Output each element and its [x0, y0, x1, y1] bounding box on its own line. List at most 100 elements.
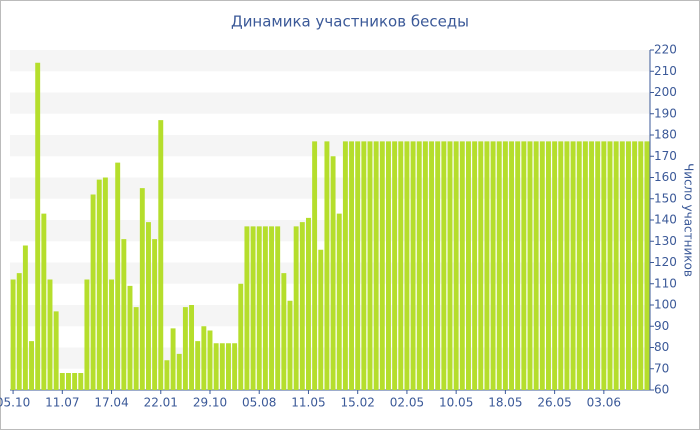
bar	[53, 311, 59, 390]
y-tick-label: 130	[654, 234, 677, 248]
bar	[632, 141, 638, 390]
bar	[133, 307, 139, 390]
bar	[287, 300, 293, 390]
bar	[533, 141, 539, 390]
y-tick-label: 100	[654, 298, 677, 312]
x-tick-label: 03.06	[587, 396, 621, 410]
bar	[441, 141, 447, 390]
bar	[244, 226, 250, 390]
bar	[601, 141, 607, 390]
x-tick-label: 11.05	[291, 396, 325, 410]
bar	[312, 141, 318, 390]
bar	[447, 141, 453, 390]
bar	[429, 141, 434, 390]
bar	[564, 141, 570, 390]
bar	[109, 279, 114, 390]
x-tick-label: 02.05	[390, 396, 424, 410]
x-tick-label: 10.05	[439, 396, 473, 410]
bar	[256, 226, 262, 390]
bar	[349, 141, 354, 390]
bar	[22, 245, 28, 390]
bar	[158, 120, 164, 390]
y-tick-label: 210	[654, 64, 677, 78]
bar	[164, 360, 170, 390]
bar	[269, 226, 274, 390]
bar	[435, 141, 441, 390]
y-axis-label: Число участников	[682, 163, 696, 277]
bar	[207, 330, 213, 390]
grid-band	[10, 262, 650, 284]
x-tick-label: 22.01	[144, 396, 178, 410]
bar	[170, 328, 176, 390]
x-tick-label: 11.07	[45, 396, 79, 410]
bar	[342, 141, 348, 390]
bar	[152, 239, 158, 390]
bar	[238, 283, 244, 390]
bar	[466, 141, 471, 390]
bar	[379, 141, 385, 390]
bar	[361, 141, 367, 390]
bar	[484, 141, 490, 390]
y-tick-label: 60	[654, 383, 669, 397]
bar	[41, 213, 47, 390]
x-tick-label: 15.02	[341, 396, 375, 410]
bar	[250, 226, 256, 390]
grid-band	[10, 220, 650, 242]
bar	[607, 141, 613, 390]
bar	[146, 222, 151, 390]
y-tick-label: 170	[654, 149, 677, 163]
bar	[293, 226, 299, 390]
bar	[367, 141, 373, 390]
bar	[90, 194, 96, 390]
bar	[644, 141, 650, 390]
bar	[182, 307, 188, 390]
grid-band	[10, 177, 650, 199]
y-tick-label: 140	[654, 213, 677, 227]
bar	[330, 156, 336, 390]
bar	[35, 62, 41, 390]
bar	[318, 249, 324, 390]
bar	[226, 343, 231, 390]
bar	[472, 141, 478, 390]
bar	[404, 141, 410, 390]
bar	[478, 141, 484, 390]
bar	[102, 177, 108, 390]
bar	[619, 141, 625, 390]
bar	[638, 141, 644, 390]
bar	[96, 179, 102, 390]
bar	[582, 141, 588, 390]
bar	[490, 141, 496, 390]
bar	[515, 141, 521, 390]
bar	[570, 141, 576, 390]
bar	[72, 373, 78, 390]
bar	[262, 226, 268, 390]
bar	[509, 141, 514, 390]
grid-band	[10, 50, 650, 72]
bar	[299, 222, 305, 390]
bar	[539, 141, 545, 390]
bar	[355, 141, 361, 390]
chart-title: Динамика участников беседы	[231, 13, 469, 31]
grid-band	[10, 347, 650, 369]
y-tick-label: 180	[654, 128, 677, 142]
bar	[496, 141, 502, 390]
bar	[115, 162, 121, 390]
bar	[121, 239, 127, 390]
bar	[10, 279, 16, 390]
grid-band	[10, 135, 650, 157]
bar	[613, 141, 619, 390]
y-tick-label: 160	[654, 170, 677, 184]
bar	[66, 373, 71, 390]
bar	[16, 273, 22, 390]
x-tick-label: 29.10	[193, 396, 227, 410]
bar	[558, 141, 564, 390]
bar	[281, 273, 287, 390]
bar	[189, 305, 194, 390]
x-tick-label: 17.04	[94, 396, 128, 410]
bar	[195, 341, 201, 390]
bar	[232, 343, 238, 390]
bar	[176, 353, 182, 390]
y-tick-label: 220	[654, 43, 677, 57]
bar	[47, 279, 53, 390]
bar	[386, 141, 391, 390]
